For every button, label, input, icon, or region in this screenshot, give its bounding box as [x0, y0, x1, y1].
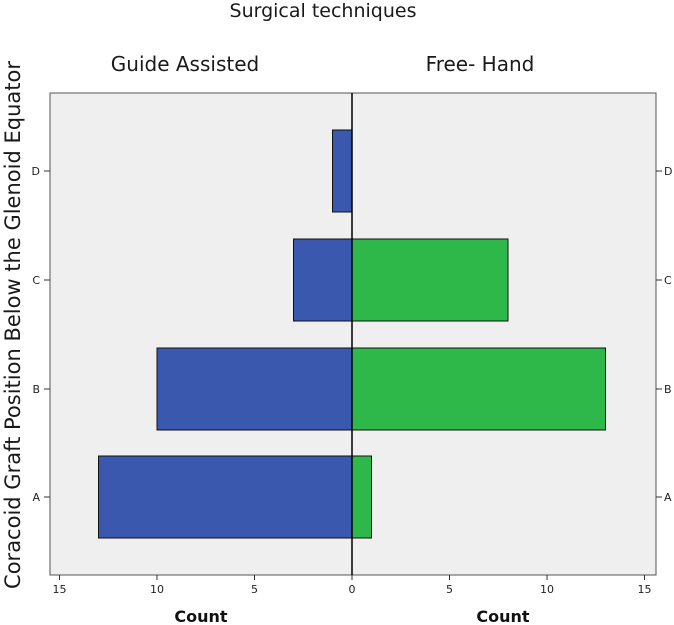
y-tick-left-a: A — [32, 491, 40, 504]
y-tick-left-c: C — [32, 274, 40, 287]
x-tick-label-left-10: 10 — [150, 583, 164, 596]
bar-guide-assisted-d — [332, 129, 353, 213]
bar-free-hand-c — [351, 238, 509, 322]
x-tick-label-right-10: 10 — [540, 583, 554, 596]
y-tick-right-b: B — [664, 383, 672, 396]
y-tick-left-d: D — [32, 165, 40, 178]
x-tick-label-left-15: 15 — [53, 583, 67, 596]
left-x-axis-label: Count — [174, 607, 228, 625]
right-x-axis-label: Count — [476, 607, 530, 625]
y-axis-label: Coracoid Graft Position Below the Glenoi… — [1, 61, 25, 589]
y-tick-left-b: B — [32, 383, 40, 396]
x-tick-label-center-0: 0 — [349, 583, 356, 596]
chart-title: Surgical techniques — [230, 0, 417, 22]
bar-free-hand-a — [351, 455, 372, 539]
bar-guide-assisted-a — [98, 455, 353, 539]
y-tick-right-d: D — [664, 165, 672, 178]
y-tick-right-a: A — [664, 491, 672, 504]
ticks-group: A A B B C C D D 0 5 5 10 10 15 15 — [32, 165, 673, 596]
left-panel-title: Guide Assisted — [111, 52, 259, 76]
y-tick-right-c: C — [664, 274, 672, 287]
bars-group — [98, 129, 606, 539]
bar-free-hand-b — [351, 347, 606, 431]
bar-guide-assisted-c — [293, 238, 353, 322]
bar-guide-assisted-b — [156, 347, 353, 431]
x-tick-label-right-5: 5 — [446, 583, 453, 596]
right-panel-title: Free- Hand — [426, 52, 535, 76]
x-tick-label-left-5: 5 — [251, 583, 258, 596]
x-tick-label-right-15: 15 — [638, 583, 652, 596]
